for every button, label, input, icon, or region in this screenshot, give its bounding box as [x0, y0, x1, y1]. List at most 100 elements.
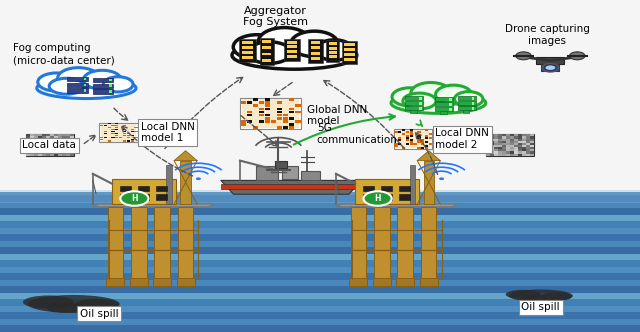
Bar — [221, 184, 362, 189]
Bar — [344, 42, 355, 45]
Bar — [265, 108, 270, 110]
Bar — [406, 143, 409, 145]
Ellipse shape — [49, 78, 84, 94]
Bar — [29, 138, 34, 141]
Bar — [511, 151, 515, 153]
Bar — [283, 114, 289, 117]
Bar — [531, 136, 534, 138]
Bar — [518, 151, 522, 153]
Bar — [123, 140, 126, 142]
Bar — [394, 143, 397, 145]
Bar — [344, 58, 355, 61]
Bar — [259, 120, 264, 123]
Bar — [131, 134, 134, 136]
Bar — [311, 52, 320, 54]
Bar — [111, 130, 115, 132]
Ellipse shape — [291, 31, 338, 57]
Bar — [259, 114, 264, 117]
Bar — [405, 101, 423, 105]
Bar — [381, 186, 392, 191]
Bar — [526, 147, 531, 149]
Bar — [38, 143, 42, 145]
Bar — [511, 134, 515, 136]
Bar — [61, 147, 66, 149]
Ellipse shape — [436, 85, 472, 104]
Bar — [0, 273, 640, 280]
Bar — [511, 147, 515, 149]
Bar — [123, 130, 126, 132]
Bar — [54, 149, 58, 151]
Bar — [296, 111, 301, 113]
Bar — [283, 126, 289, 129]
Bar — [397, 207, 413, 279]
Bar — [253, 98, 258, 101]
Bar — [363, 194, 374, 200]
Bar — [45, 141, 50, 143]
Bar — [154, 207, 170, 279]
Bar — [42, 138, 45, 141]
Bar — [515, 145, 518, 147]
Bar — [134, 136, 138, 138]
Bar — [54, 143, 58, 145]
Bar — [61, 136, 66, 138]
Bar — [26, 149, 29, 151]
Bar — [58, 145, 61, 147]
Bar — [115, 136, 118, 138]
Bar — [518, 143, 522, 145]
Bar — [417, 131, 420, 133]
Bar — [104, 132, 107, 134]
Bar — [70, 138, 74, 141]
Bar — [265, 104, 270, 107]
Bar — [111, 136, 115, 138]
Ellipse shape — [454, 92, 483, 107]
Bar — [38, 147, 42, 149]
Bar — [526, 134, 531, 136]
Bar — [502, 151, 506, 153]
Bar — [58, 143, 61, 145]
Bar — [42, 134, 45, 136]
Bar — [99, 123, 138, 142]
Bar — [115, 132, 118, 134]
Bar — [123, 128, 126, 130]
Bar — [29, 134, 34, 136]
Circle shape — [570, 52, 585, 60]
Bar — [486, 134, 534, 156]
Bar — [42, 145, 45, 147]
Bar — [84, 84, 86, 86]
Bar — [70, 143, 74, 145]
Bar — [355, 179, 419, 204]
Bar — [506, 147, 511, 149]
Bar — [65, 143, 70, 145]
Text: Local data: Local data — [22, 140, 76, 150]
Bar — [326, 40, 339, 62]
Bar — [0, 306, 640, 312]
Bar — [531, 153, 534, 156]
Bar — [45, 145, 50, 147]
Bar — [351, 207, 366, 279]
Bar — [131, 138, 134, 140]
Bar — [42, 149, 45, 151]
Bar — [502, 143, 506, 145]
Bar — [311, 46, 320, 49]
Bar — [65, 138, 70, 141]
Ellipse shape — [23, 295, 74, 309]
Bar — [506, 153, 511, 156]
Text: Local DNN
model 1: Local DNN model 1 — [141, 122, 195, 143]
Bar — [499, 145, 502, 147]
Bar — [287, 41, 297, 43]
Bar — [506, 134, 511, 136]
Bar — [413, 143, 417, 145]
Bar — [502, 134, 506, 136]
Bar — [100, 138, 103, 140]
Bar — [289, 126, 294, 129]
Bar — [65, 136, 70, 138]
Bar — [410, 129, 413, 131]
Bar — [70, 147, 74, 149]
Bar — [494, 145, 499, 147]
Bar — [26, 134, 74, 156]
Bar — [38, 153, 42, 156]
Bar — [406, 131, 409, 133]
Ellipse shape — [316, 40, 353, 60]
Bar — [419, 102, 422, 105]
Bar — [425, 145, 428, 147]
